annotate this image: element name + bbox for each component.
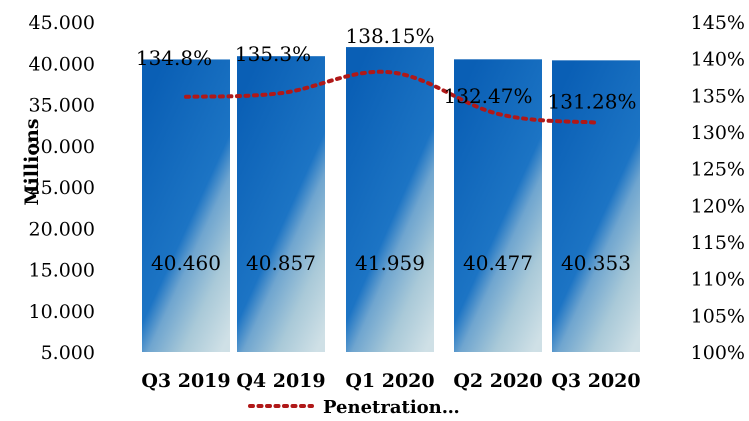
line-data-label: 132.47% — [444, 84, 533, 108]
left-tick-label: 35.000 — [29, 95, 95, 117]
bar-data-label: 41.959 — [355, 251, 425, 275]
bar — [237, 56, 325, 352]
bar-series — [142, 47, 640, 353]
bar-data-label: 40.857 — [246, 251, 316, 275]
right-tick-label: 100% — [691, 342, 745, 364]
bar-data-labels: 40.460 40.857 41.959 40.477 40.353 — [151, 251, 631, 275]
right-tick-label: 135% — [691, 85, 745, 107]
y-axis-title: Millions — [21, 118, 43, 205]
left-tick-label: 25.000 — [29, 177, 95, 199]
bar — [142, 59, 230, 353]
category-label: Q2 2020 — [453, 370, 542, 392]
right-tick-label: 140% — [691, 49, 745, 71]
right-tick-label: 120% — [691, 195, 745, 217]
category-label: Q3 2020 — [551, 370, 640, 392]
right-axis-ticks: 100% 105% 110% 115% 120% 125% 130% 135% 140% 145% — [691, 12, 745, 364]
line-data-label: 135.3% — [235, 42, 311, 66]
left-axis-ticks: 5.000 10.000 15.000 20.000 25.000 30.000 35.00… — [29, 12, 95, 364]
category-label: Q3 2019 — [141, 370, 230, 392]
right-tick-label: 130% — [691, 122, 745, 144]
left-tick-label: 40.000 — [29, 53, 95, 75]
right-tick-label: 115% — [691, 232, 745, 254]
category-label: Q1 2020 — [345, 370, 434, 392]
left-tick-label: 20.000 — [29, 218, 95, 240]
line-data-label: 138.15% — [346, 24, 435, 48]
bar — [454, 59, 542, 352]
left-tick-label: 15.000 — [29, 260, 95, 282]
line-data-labels: 134.8% 135.3% 138.15% 132.47% 131.28% — [136, 24, 637, 113]
line-data-label: 131.28% — [548, 90, 637, 114]
category-axis-labels: Q3 2019 Q4 2019 Q1 2020 Q2 2020 Q3 2020 — [141, 370, 640, 392]
right-tick-label: 145% — [691, 12, 745, 34]
category-label: Q4 2019 — [236, 370, 325, 392]
bar — [346, 47, 434, 352]
bar-data-label: 40.477 — [463, 251, 533, 275]
left-tick-label: 5.000 — [41, 342, 95, 364]
right-tick-label: 105% — [691, 305, 745, 327]
line-data-label: 134.8% — [136, 46, 212, 70]
bar-data-label: 40.353 — [561, 251, 631, 275]
penetration-line — [184, 69, 598, 125]
legend-label-penetration: Penetration… — [323, 397, 460, 418]
legend: Penetration… — [248, 397, 460, 418]
bar — [552, 60, 640, 353]
bar-data-label: 40.460 — [151, 251, 221, 275]
penetration-line-series — [184, 69, 598, 125]
left-tick-label: 30.000 — [29, 136, 95, 158]
left-tick-label: 10.000 — [29, 301, 95, 323]
left-tick-label: 45.000 — [29, 12, 95, 34]
right-tick-label: 125% — [691, 159, 745, 181]
right-tick-label: 110% — [691, 269, 745, 291]
